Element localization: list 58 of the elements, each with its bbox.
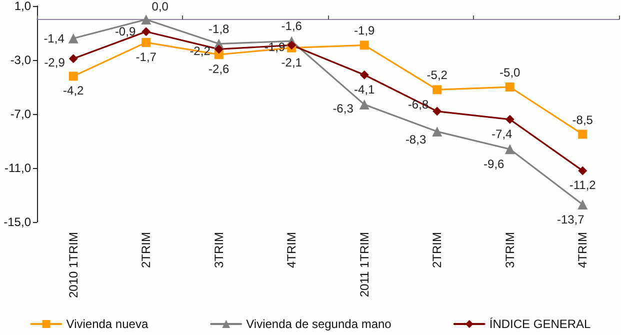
data-label: -1,8 bbox=[208, 22, 230, 36]
point bbox=[578, 130, 588, 139]
point bbox=[142, 27, 151, 36]
legend-label: Vivienda de segunda mano bbox=[246, 317, 392, 331]
data-label: -4,2 bbox=[63, 84, 84, 98]
point bbox=[214, 44, 224, 54]
x-tick-label: 4TRIM bbox=[576, 232, 590, 268]
point bbox=[359, 100, 370, 110]
point bbox=[432, 126, 442, 137]
y-tick-label: -15,0 bbox=[4, 215, 32, 229]
data-label: -2,6 bbox=[208, 62, 230, 76]
point bbox=[505, 114, 514, 124]
point bbox=[360, 40, 369, 50]
x-tick-label: 3TRIM bbox=[212, 232, 226, 268]
point bbox=[504, 144, 515, 154]
data-label: -2,1 bbox=[281, 55, 302, 70]
data-label: -1,4 bbox=[44, 31, 65, 46]
data-label: -5,0 bbox=[500, 66, 521, 80]
data-label: -6,3 bbox=[332, 102, 354, 116]
point bbox=[287, 40, 296, 50]
point bbox=[68, 72, 78, 81]
data-label: -1,9 bbox=[354, 24, 376, 38]
legend-label: ÍNDICE GENERAL bbox=[489, 317, 592, 331]
data-label: -2,9 bbox=[44, 56, 66, 70]
x-tick-label: 4TRIM bbox=[284, 232, 299, 268]
point bbox=[432, 85, 442, 94]
point bbox=[360, 70, 369, 80]
data-label: -4,1 bbox=[354, 82, 376, 96]
point bbox=[432, 106, 442, 116]
data-label: -13,7 bbox=[556, 212, 585, 226]
point bbox=[141, 14, 152, 24]
point bbox=[505, 82, 514, 92]
point bbox=[68, 33, 78, 44]
point bbox=[68, 54, 78, 64]
x-tick-label: 2011 1TRIM bbox=[357, 232, 372, 298]
x-tick-label: 2TRIM bbox=[139, 232, 154, 268]
x-tick-label: 2010 1TRIM bbox=[66, 232, 80, 298]
y-tick-label: -11,0 bbox=[4, 161, 32, 175]
y-tick-label: 1,0 bbox=[14, 0, 32, 13]
data-label: -11,2 bbox=[569, 178, 596, 192]
data-label: 0,0 bbox=[152, 0, 169, 14]
data-label: -5,2 bbox=[426, 68, 448, 82]
data-label: -1,6 bbox=[281, 19, 302, 34]
data-label: -9,6 bbox=[484, 157, 505, 172]
point bbox=[578, 199, 588, 210]
x-tick-label: 2TRIM bbox=[430, 232, 444, 268]
data-label: -0,9 bbox=[114, 24, 136, 39]
x-tick-label: 3TRIM bbox=[502, 232, 517, 268]
y-tick-label: -7,0 bbox=[10, 107, 32, 121]
data-label: -8,5 bbox=[572, 112, 594, 127]
data-label: -1,9 bbox=[264, 40, 286, 54]
data-label: -8,3 bbox=[405, 132, 426, 147]
y-tick-label: -3,0 bbox=[10, 53, 32, 67]
point bbox=[142, 38, 151, 47]
data-label: -7,4 bbox=[492, 126, 513, 141]
point bbox=[578, 166, 588, 176]
data-label: -1,7 bbox=[136, 50, 157, 64]
legend-label: Vivienda nueva bbox=[66, 317, 148, 331]
